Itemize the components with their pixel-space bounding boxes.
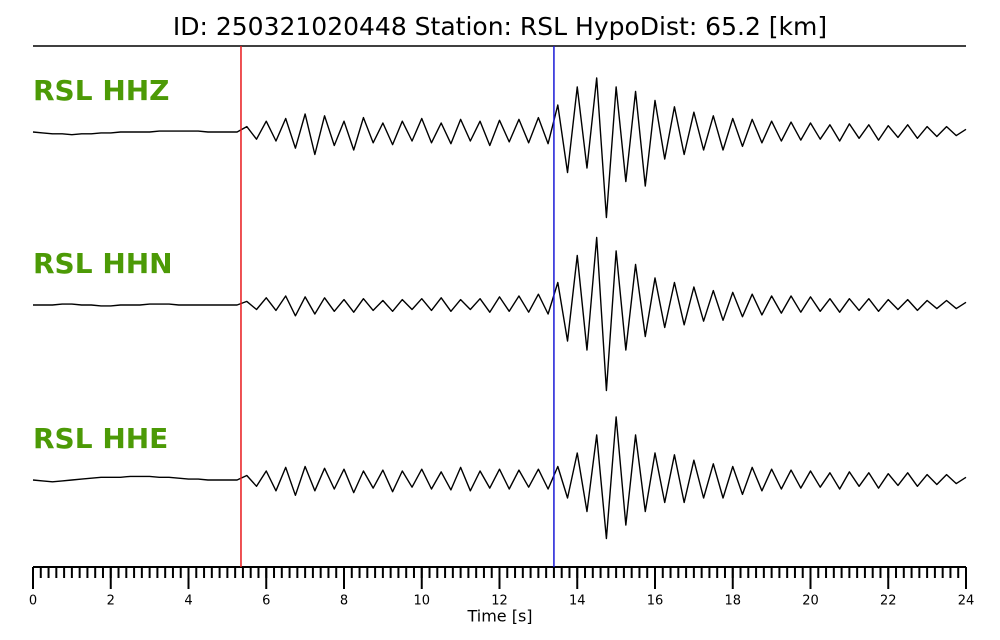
x-tick-label: 8 (340, 594, 348, 609)
x-tick-label: 24 (958, 594, 975, 609)
x-tick-label: 10 (413, 594, 430, 609)
waveform (32, 416, 967, 540)
x-tick-label: 18 (724, 594, 741, 609)
x-tick-label: 16 (647, 594, 664, 609)
x-tick-label: 20 (802, 594, 819, 609)
x-tick-label: 12 (491, 594, 508, 609)
waveform (33, 236, 967, 392)
x-tick-label: 2 (107, 594, 115, 609)
trace-label: RSL HHZ (33, 74, 170, 107)
chart-title: ID: 250321020448 Station: RSL HypoDist: … (173, 12, 827, 41)
waveform (32, 77, 967, 219)
x-tick-label: 22 (880, 594, 897, 609)
x-tick-label: 4 (184, 594, 192, 609)
trace-label: RSL HHN (33, 247, 173, 280)
trace-label: RSL HHE (33, 422, 168, 455)
x-tick-label: 6 (262, 594, 270, 609)
x-tick-label: 0 (29, 594, 37, 609)
x-tick-label: 14 (569, 594, 586, 609)
x-axis-label: Time [s] (466, 607, 532, 626)
